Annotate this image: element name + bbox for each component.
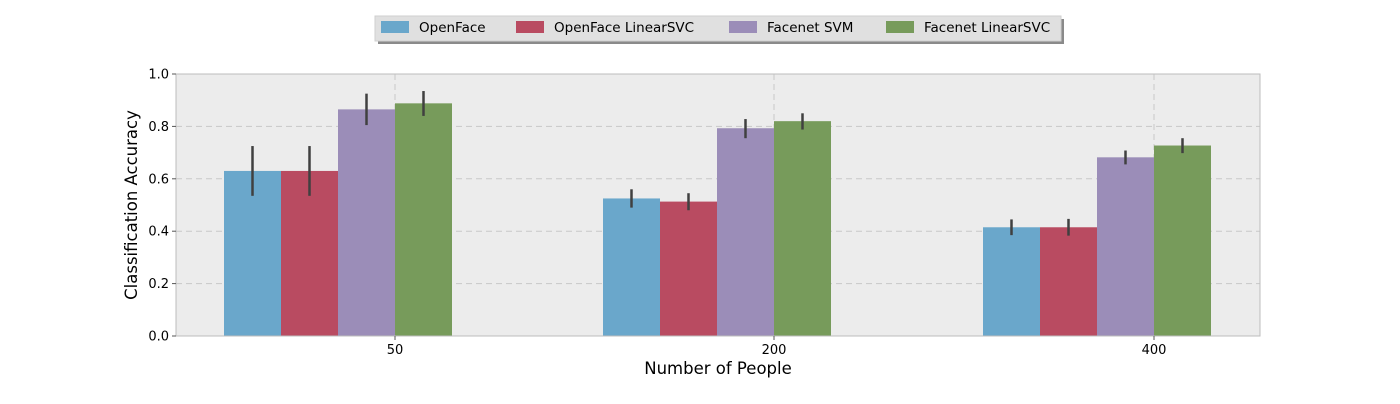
- bar-openface-linearsvc-50: [281, 170, 338, 336]
- bar-facenet-linearsvc-50: [395, 103, 452, 337]
- y-tick-label: 0.8: [148, 120, 169, 135]
- bar-facenet-linearsvc-200: [774, 121, 831, 336]
- x-tick-label: 400: [1142, 343, 1167, 358]
- y-axis-label: Classification Accuracy: [122, 110, 141, 300]
- legend-label-openface-linearsvc: OpenFace LinearSVC: [554, 20, 694, 36]
- bar-openface-400: [983, 227, 1040, 336]
- bar-openface-linearsvc-200: [660, 201, 717, 336]
- legend-label-openface: OpenFace: [419, 20, 486, 36]
- bar-facenet-linearsvc-400: [1154, 145, 1211, 336]
- x-tick-label: 200: [762, 343, 787, 358]
- bar-facenet-svm-50: [338, 109, 395, 337]
- x-tick-label: 50: [387, 343, 404, 358]
- legend-box: [374, 15, 1062, 42]
- bar-facenet-svm-200: [717, 128, 774, 336]
- plot-frame: [175, 73, 1261, 337]
- x-axis-label: Number of People: [644, 359, 792, 378]
- legend-swatch-facenet-linearsvc: [886, 21, 914, 33]
- y-tick-label: 0.6: [148, 172, 169, 187]
- legend-swatch-openface: [381, 21, 409, 33]
- legend-label-facenet-svm: Facenet SVM: [767, 20, 853, 36]
- bar-openface-200: [603, 198, 660, 336]
- bar-facenet-svm-400: [1097, 157, 1154, 336]
- bar-openface-50: [224, 170, 281, 336]
- legend-swatch-facenet-svm: [729, 21, 757, 33]
- y-tick-label: 1.0: [148, 68, 169, 83]
- bar-openface-linearsvc-400: [1040, 227, 1097, 336]
- y-tick-label: 0.2: [148, 277, 169, 292]
- legend-swatch-openface-linearsvc: [516, 21, 544, 33]
- legend-label-facenet-linearsvc: Facenet LinearSVC: [924, 20, 1050, 36]
- y-tick-label: 0.0: [148, 330, 169, 345]
- y-tick-label: 0.4: [148, 225, 169, 240]
